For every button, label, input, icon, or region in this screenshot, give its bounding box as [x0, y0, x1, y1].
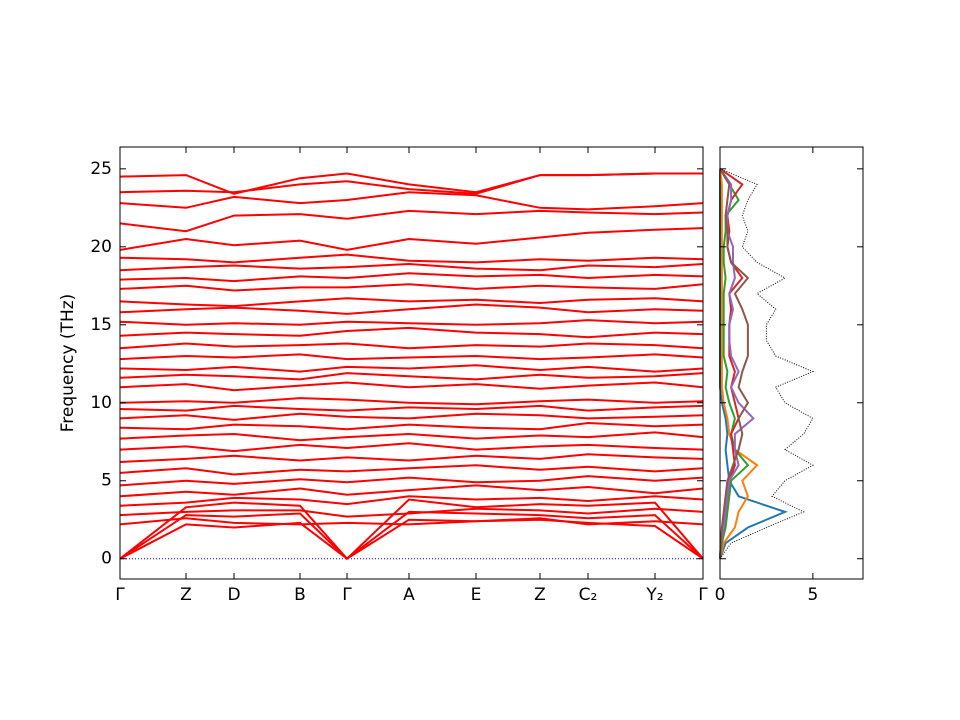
band — [119, 475, 704, 487]
plot-frame — [719, 146, 864, 580]
x-tick-label: C₂ — [579, 585, 598, 605]
x-tick-label: B — [294, 585, 306, 605]
band — [119, 227, 704, 251]
dos-line — [719, 168, 750, 559]
band — [119, 253, 704, 264]
x-tick-label: Γ — [698, 585, 708, 605]
band — [119, 412, 704, 421]
band — [119, 464, 704, 476]
band — [119, 319, 704, 326]
band — [119, 442, 704, 453]
band — [119, 262, 704, 272]
x-tick-label: Z — [180, 585, 192, 605]
y-tick-label: 25 — [90, 159, 112, 179]
band — [119, 484, 704, 498]
y-tick-label: 5 — [101, 471, 112, 491]
x-tick-label: Y₂ — [645, 585, 663, 605]
x-tick-label: 0 — [715, 585, 726, 605]
band — [119, 303, 704, 315]
x-tick-label: Z — [534, 585, 546, 605]
band — [119, 364, 704, 373]
band — [119, 507, 704, 518]
band — [119, 510, 704, 561]
dos-line — [719, 168, 750, 559]
x-tick-label: D — [227, 585, 240, 605]
band — [119, 272, 704, 283]
x-tick-label: 5 — [807, 585, 818, 605]
dos-line — [719, 168, 759, 559]
band — [119, 372, 704, 381]
band — [119, 209, 704, 233]
band — [119, 381, 704, 392]
y-tick-label: 15 — [90, 315, 112, 335]
band — [119, 517, 704, 526]
band — [119, 397, 704, 406]
y-tick-label: 20 — [90, 237, 112, 257]
band — [119, 353, 704, 361]
band — [119, 191, 704, 211]
band — [119, 498, 704, 561]
x-tick-label: Γ — [342, 585, 352, 605]
band — [119, 404, 704, 412]
band — [119, 297, 704, 308]
y-axis-label: Frequency (THz) — [58, 294, 78, 433]
band — [119, 431, 704, 442]
band — [119, 283, 704, 292]
x-tick-label: A — [403, 585, 415, 605]
band — [119, 495, 704, 507]
x-tick-label: Γ — [115, 585, 125, 605]
band — [119, 421, 704, 431]
x-tick-label: E — [471, 585, 482, 605]
y-tick-label: 10 — [90, 393, 112, 413]
y-tick-label: 0 — [101, 549, 112, 569]
band — [119, 172, 703, 195]
band — [119, 342, 704, 350]
band — [119, 326, 704, 339]
band — [119, 453, 704, 463]
dos-line — [719, 168, 815, 559]
plot-frame — [119, 146, 704, 580]
